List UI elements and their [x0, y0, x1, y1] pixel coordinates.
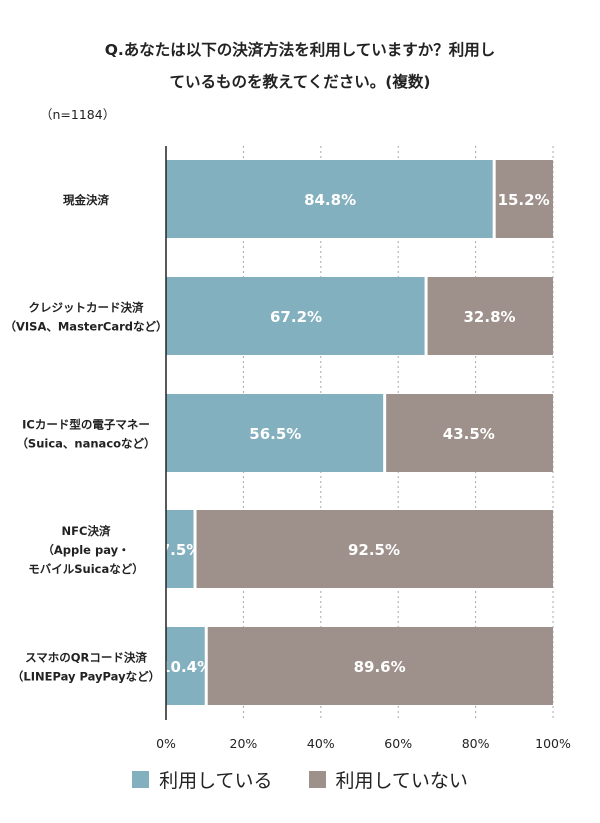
data-label: 7.5%: [160, 541, 202, 559]
x-tick-label: 100%: [535, 736, 571, 751]
x-tick-label: 60%: [384, 736, 412, 751]
x-tick-label: 40%: [307, 736, 335, 751]
x-tick-label: 80%: [462, 736, 490, 751]
chart-legend: 利用している 利用していない: [0, 766, 600, 793]
bar-segment: [166, 160, 493, 238]
category-label: （LINEPay PayPayなど）: [12, 670, 160, 684]
chart-title: Q.あなたは以下の決済方法を利用していますか？利用し ているものを教えてください…: [0, 34, 600, 98]
data-label: 56.5%: [249, 425, 301, 443]
bar-segment: [166, 277, 425, 355]
legend-label: 利用していない: [335, 770, 468, 792]
legend-item: 利用していない: [308, 766, 468, 793]
category-label: （Apple pay・: [42, 543, 129, 557]
bar-segment: [495, 160, 553, 238]
chart-title-line-2: ているものを教えてください。(複数): [169, 73, 431, 91]
bar-segment: [386, 394, 553, 472]
category-label: （VISA、MasterCardなど）: [5, 320, 168, 334]
category-label: スマホのQRコード決済: [25, 651, 147, 665]
data-label: 32.8%: [464, 308, 516, 326]
category-label: ICカード型の電子マネー: [22, 418, 150, 432]
category-label: NFC決済: [62, 524, 111, 538]
data-label: 43.5%: [443, 425, 495, 443]
bar-segment: [166, 510, 194, 588]
category-label: 現金決済: [63, 193, 109, 207]
data-label: 10.4%: [160, 658, 212, 676]
bar-segment: [427, 277, 553, 355]
category-label: クレジットカード決済: [29, 301, 144, 315]
bar-segment: [166, 394, 384, 472]
bar-segment: [166, 627, 205, 705]
data-label: 67.2%: [270, 308, 322, 326]
category-label: モバイルSuicaなど）: [28, 562, 144, 576]
bar-segment: [196, 510, 553, 588]
x-tick-label: 0%: [156, 736, 176, 751]
data-label: 15.2%: [498, 191, 550, 209]
bar-segment: [207, 627, 554, 705]
legend-item: 利用している: [132, 766, 273, 793]
data-label: 89.6%: [354, 658, 406, 676]
legend-swatch: [308, 771, 326, 788]
category-label: （Suica、nanacoなど）: [16, 437, 155, 451]
chart-title-line-1: Q.あなたは以下の決済方法を利用していますか？利用し: [104, 41, 496, 59]
data-label: 84.8%: [304, 191, 356, 209]
legend-label: 利用している: [159, 770, 273, 792]
data-label: 92.5%: [348, 541, 400, 559]
legend-swatch: [132, 771, 150, 788]
sample-size-label: （n=1184）: [40, 107, 116, 122]
x-tick-label: 20%: [230, 736, 258, 751]
